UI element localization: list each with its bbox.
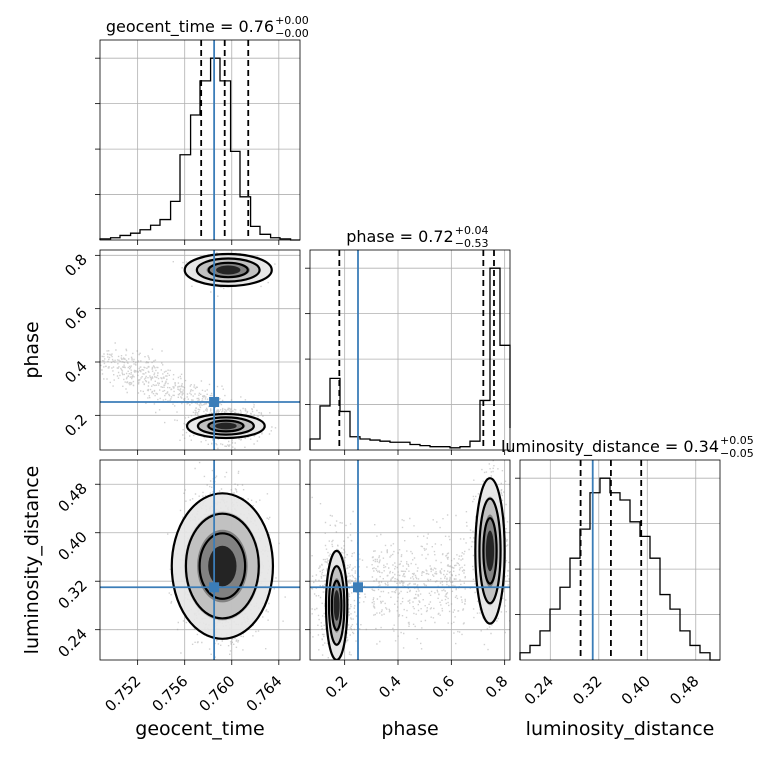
title-luminosity_distance: luminosity_distance = 0.34 [501, 437, 719, 457]
histogram-geocent_time [99, 57, 300, 241]
x-tick-label: 0.756 [148, 672, 191, 715]
upper-mode-contour [207, 261, 249, 279]
title-main: luminosity_distance = 0.34 [501, 437, 719, 457]
lower-mode-contour [196, 416, 255, 436]
upper-mode-contour [195, 257, 261, 283]
hist-panel-geocent_time: geocent_time = 0.76 +0.00−0.00 [95, 14, 309, 245]
y-tick-label: 0.8 [61, 250, 91, 280]
x-tick-label: 0.4 [375, 672, 405, 702]
panel-frame [309, 459, 511, 661]
x-tick-label: 0.48 [666, 672, 702, 708]
left-mode-contour [327, 565, 346, 646]
truth-marker [209, 397, 220, 407]
panel-content [167, 461, 286, 658]
panel-frame [99, 249, 301, 451]
upper-mode-density [216, 265, 241, 275]
left-mode-contour [330, 579, 343, 632]
title-geocent_time: geocent_time = 0.76 [106, 17, 274, 37]
x-tick-label: 0.6 [429, 672, 459, 702]
panel-content [310, 460, 510, 660]
panel-phase-vs-geocent_time [95, 249, 301, 455]
title-phase: phase = 0.72 [346, 227, 453, 246]
left-mode-density [333, 590, 340, 621]
sample-points [100, 252, 277, 450]
x-tick-label: 0.760 [195, 672, 238, 715]
panel-content [100, 252, 277, 450]
title-minus: −0.53 [455, 237, 489, 250]
upper-mode-contour [183, 252, 273, 288]
x-axis-label: geocent_time [135, 718, 264, 740]
y-tick-label: 0.32 [54, 576, 90, 612]
lower-mode-contour [185, 412, 266, 440]
right-mode-contour [474, 477, 506, 625]
hist-panel-luminosity_distance: luminosity_distance = 0.34 +0.05−0.05 [501, 434, 754, 661]
x-axis-label: phase [381, 718, 438, 740]
main-mode-contour [198, 532, 247, 600]
y-axis-label: luminosity_distance [21, 466, 43, 655]
y-axis-label: phase [21, 321, 43, 378]
truth-marker [209, 582, 220, 593]
y-tick-label: 0.40 [54, 528, 90, 564]
x-tick-label: 0.2 [322, 672, 352, 702]
lower-mode-contour [207, 419, 245, 433]
y-tick-label: 0.48 [54, 479, 90, 515]
panel-frame [99, 459, 301, 661]
right-mode-contour [482, 517, 498, 585]
y-tick-label: 0.24 [54, 625, 90, 661]
x-tick-label: 0.752 [101, 672, 144, 715]
y-tick-label: 0.2 [61, 410, 91, 440]
title-plus: +0.04 [455, 224, 489, 237]
y-tick-label: 0.4 [61, 357, 91, 387]
main-mode-density [208, 545, 237, 587]
panel-luminosity_distance-vs-geocent_time [95, 459, 301, 665]
title-minus: −0.05 [720, 447, 754, 460]
panel-frame [99, 39, 301, 241]
hist-panel-phase: phase = 0.72 +0.04−0.53 [305, 224, 511, 455]
title-plus: +0.05 [720, 434, 754, 447]
truth-marker [353, 582, 363, 593]
main-mode-contour [170, 492, 275, 640]
x-tick-label: 0.24 [521, 672, 557, 708]
title-main: phase = 0.72 [346, 227, 453, 246]
main-mode-contour [184, 512, 260, 620]
lower-mode-density [215, 422, 237, 430]
x-tick-label: 0.40 [618, 672, 654, 708]
title-minus: −0.00 [275, 27, 309, 40]
x-axis-label: luminosity_distance [526, 718, 715, 740]
right-mode-density [485, 530, 495, 572]
x-tick-label: 0.764 [243, 672, 286, 715]
panel-frame [309, 249, 511, 451]
y-tick-label: 0.6 [61, 304, 91, 334]
x-tick-label: 0.8 [482, 672, 512, 702]
panel-frame [519, 459, 721, 661]
histogram-luminosity_distance [519, 477, 720, 661]
panel-luminosity_distance-vs-phase [305, 459, 511, 665]
x-tick-label: 0.32 [569, 672, 605, 708]
title-plus: +0.00 [275, 14, 309, 27]
title-main: geocent_time = 0.76 [106, 17, 274, 37]
right-mode-contour [478, 497, 502, 605]
